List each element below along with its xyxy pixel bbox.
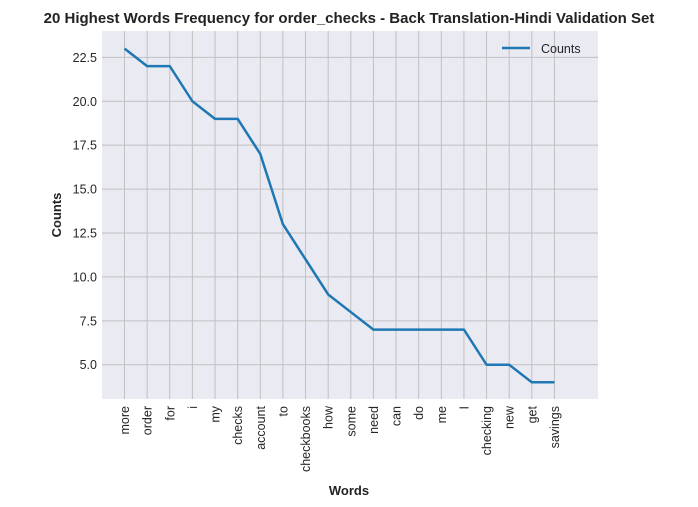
x-tick-label: can xyxy=(390,406,404,426)
x-tick-label: my xyxy=(209,405,223,422)
y-axis-ticks: 5.0 7.5 10.0 12.5 15.0 17.5 20.0 22.5 xyxy=(73,51,97,372)
x-tick-label: to xyxy=(276,406,290,416)
x-tick-label: some xyxy=(344,406,358,437)
series-counts xyxy=(123,47,555,384)
y-tick-label: 10.0 xyxy=(73,270,97,284)
x-tick-label: I xyxy=(457,406,471,409)
y-tick-label: 7.5 xyxy=(80,314,97,328)
x-tick-label: do xyxy=(412,406,426,420)
x-tick-label: order xyxy=(141,406,155,435)
y-tick-label: 17.5 xyxy=(73,139,97,153)
x-tick-label: savings xyxy=(548,406,562,448)
x-tick-label: need xyxy=(367,406,381,434)
y-axis-label: Counts xyxy=(49,193,64,238)
y-tick-label: 15.0 xyxy=(73,183,97,197)
x-tick-label: for xyxy=(163,406,177,421)
x-axis-ticks: more order for i my checks account to checkbooks… xyxy=(118,405,562,472)
x-tick-label: new xyxy=(503,405,517,429)
y-tick-label: 20.0 xyxy=(73,95,97,109)
x-tick-label: more xyxy=(118,406,132,435)
x-tick-label: checks xyxy=(231,406,245,445)
legend-label-counts: Counts xyxy=(541,42,581,56)
x-tick-label: me xyxy=(435,406,449,423)
x-tick-label: checkbooks xyxy=(299,406,313,472)
x-tick-label: how xyxy=(322,405,336,429)
y-tick-label: 12.5 xyxy=(73,227,97,241)
series-line xyxy=(123,47,555,384)
grid-lines xyxy=(102,31,598,399)
x-tick-label: get xyxy=(525,405,539,423)
x-tick-label: i xyxy=(186,406,200,409)
x-tick-label: checking xyxy=(480,406,494,455)
legend: Counts xyxy=(502,42,581,56)
x-tick-label: account xyxy=(254,405,268,449)
y-tick-label: 22.5 xyxy=(73,51,97,65)
x-axis-label: Words xyxy=(329,483,369,498)
plot-area xyxy=(102,31,598,399)
y-tick-label: 5.0 xyxy=(80,358,97,372)
chart-title: 20 Highest Words Frequency for order_che… xyxy=(44,10,655,27)
